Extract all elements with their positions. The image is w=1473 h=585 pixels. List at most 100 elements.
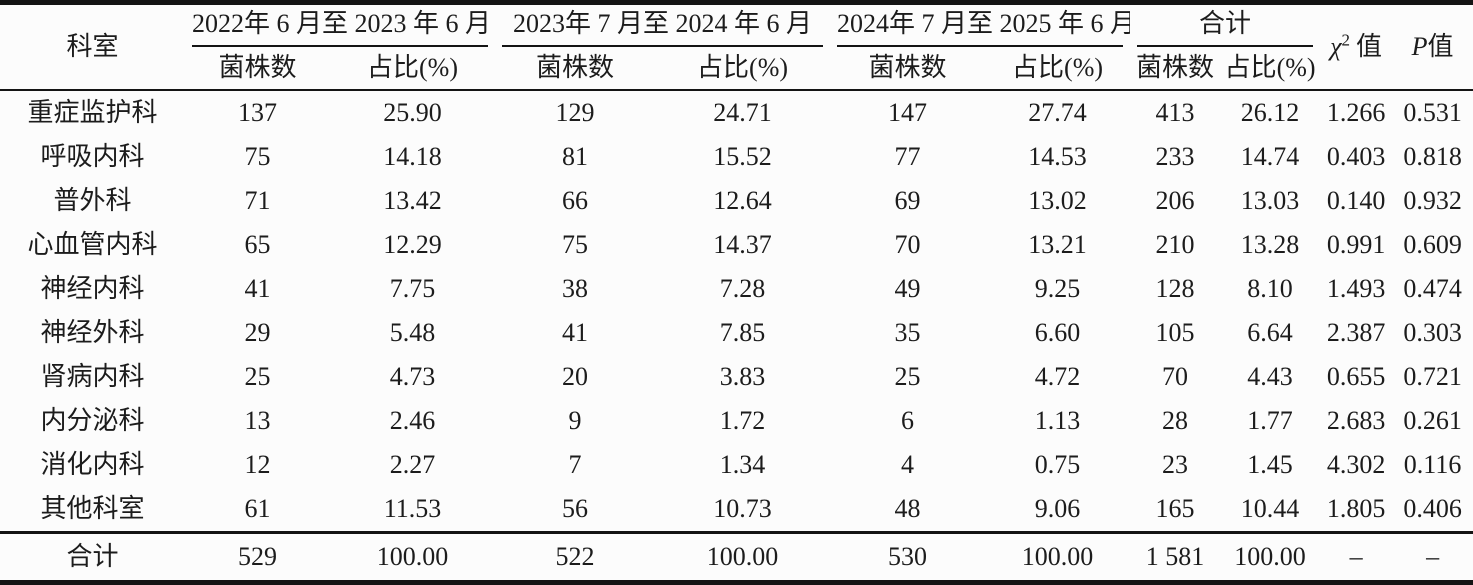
value-cell: 7.85 (719, 318, 766, 347)
value-cell: 5.48 (389, 318, 436, 347)
period-2-label: 2023年 7 月至 2024 年 6 月 (502, 6, 824, 47)
value-cell: 81 (562, 142, 589, 171)
value-cell: 2.46 (389, 406, 436, 435)
subheader-strains-1: 菌株数 (185, 47, 330, 91)
table-row: 神经外科 29 5.48 41 7.85 35 6.60 105 6.64 2.387 0.303 (0, 311, 1473, 355)
value-cell: 25.90 (383, 98, 442, 127)
value-cell: 13.03 (1240, 186, 1300, 215)
value-cell: 0.991 (1326, 230, 1386, 259)
subheader-strains-2: 菌株数 (495, 47, 656, 91)
value-cell: 56 (562, 494, 589, 523)
value-cell: 4.73 (389, 362, 436, 391)
total-group-header-cell: 合计 (1130, 3, 1320, 48)
value-cell: 1.34 (719, 450, 766, 479)
value-cell: 70 (1162, 362, 1189, 391)
value-cell: 23 (1162, 450, 1189, 479)
department-cell: 肾病内科 (40, 362, 145, 391)
value-cell: 20 (562, 362, 589, 391)
value-cell: 35 (894, 318, 921, 347)
value-cell: 65 (244, 230, 271, 259)
department-cell: 重症监护科 (27, 98, 158, 127)
value-cell: 12.64 (713, 186, 772, 215)
department-cell: 其他科室 (40, 494, 145, 523)
value-cell: 70 (894, 230, 921, 259)
value-cell: 9.25 (1034, 274, 1081, 303)
period-3-label: 2024年 7 月至 2025 年 6 月 (837, 6, 1130, 47)
value-cell: 12 (244, 450, 271, 479)
value-cell: 14.37 (713, 230, 772, 259)
value-cell: 0.406 (1403, 494, 1462, 523)
p-value-header-cell: P值 (1392, 2, 1473, 91)
total-label-cell: 合计 (0, 531, 185, 583)
value-cell: 7.75 (389, 274, 436, 303)
total-value-cell: 100.00 (655, 531, 831, 583)
value-cell: 69 (894, 186, 921, 215)
value-cell: 129 (555, 98, 595, 127)
value-cell: 13.28 (1240, 230, 1300, 259)
value-cell: 13 (244, 406, 271, 435)
subheader-percent-1: 占比(%) (330, 47, 496, 91)
value-cell: 165 (1155, 494, 1195, 523)
value-cell: 1.45 (1247, 450, 1293, 479)
value-cell: 4.72 (1034, 362, 1081, 391)
table-row: 内分泌科 13 2.46 9 1.72 6 1.13 28 1.77 2.683 0.261 (0, 399, 1473, 443)
value-cell: 0.655 (1326, 362, 1386, 391)
total-value-cell: 530 (830, 531, 986, 583)
table-row: 肾病内科 25 4.73 20 3.83 25 4.72 70 4.43 0.655 0.721 (0, 355, 1473, 399)
value-cell: 41 (562, 318, 589, 347)
value-cell: 25 (244, 362, 271, 391)
value-cell: 6.60 (1034, 318, 1081, 347)
value-cell: 13.42 (383, 186, 442, 215)
value-cell: 2.27 (389, 450, 436, 479)
subheader-percent-3: 占比(%) (985, 47, 1131, 91)
total-value-cell: – (1392, 531, 1473, 583)
value-cell: 0.116 (1403, 450, 1462, 479)
department-cell: 神经外科 (40, 318, 145, 347)
value-cell: 6.64 (1247, 318, 1293, 347)
value-cell: 77 (894, 142, 921, 171)
value-cell: 28 (1162, 406, 1189, 435)
value-cell: 206 (1155, 186, 1195, 215)
value-cell: 14.53 (1028, 142, 1087, 171)
value-cell: 2.387 (1326, 318, 1386, 347)
value-cell: 0.75 (1034, 450, 1081, 479)
value-cell: 0.140 (1326, 186, 1386, 215)
value-cell: 26.12 (1240, 98, 1300, 127)
value-cell: 1.13 (1034, 406, 1081, 435)
value-cell: 10.73 (713, 494, 772, 523)
value-cell: 66 (562, 186, 589, 215)
value-cell: 0.932 (1403, 186, 1462, 215)
value-cell: 25 (894, 362, 921, 391)
value-cell: 4 (901, 450, 915, 479)
corner-header-cell: 科室 (0, 2, 185, 91)
value-cell: 24.71 (713, 98, 772, 127)
total-value-cell: 100.00 (1220, 531, 1321, 583)
department-cell: 神经内科 (40, 274, 145, 303)
total-value-cell: 100.00 (330, 531, 496, 583)
table-header: 科室 2022年 6 月至 2023 年 6 月 2023年 7 月至 2024… (0, 2, 1473, 91)
value-cell: 0.818 (1403, 142, 1462, 171)
value-cell: 1.77 (1247, 406, 1293, 435)
subheader-strains-total: 菌株数 (1130, 47, 1221, 91)
department-cell: 普外科 (53, 186, 132, 215)
chi-superscript: 2 (1341, 30, 1351, 50)
value-cell: 1.493 (1326, 274, 1386, 303)
value-cell: 13.02 (1028, 186, 1087, 215)
value-cell: 14.18 (383, 142, 442, 171)
total-group-label: 合计 (1137, 6, 1314, 47)
value-cell: 29 (244, 318, 271, 347)
total-value-cell: – (1320, 531, 1393, 583)
table-row: 消化内科 12 2.27 7 1.34 4 0.75 23 1.45 4.302 0.116 (0, 443, 1473, 487)
value-cell: 4.302 (1326, 450, 1386, 479)
subheader-percent-2: 占比(%) (655, 47, 831, 91)
period-3-header-cell: 2024年 7 月至 2025 年 6 月 (830, 3, 1130, 48)
value-cell: 38 (562, 274, 589, 303)
value-cell: 210 (1155, 230, 1195, 259)
value-cell: 49 (894, 274, 921, 303)
total-value-cell: 529 (185, 531, 330, 583)
header-group-row: 科室 2022年 6 月至 2023 年 6 月 2023年 7 月至 2024… (0, 2, 1473, 91)
chi-suffix: 值 (1356, 32, 1383, 61)
value-cell: 71 (244, 186, 271, 215)
